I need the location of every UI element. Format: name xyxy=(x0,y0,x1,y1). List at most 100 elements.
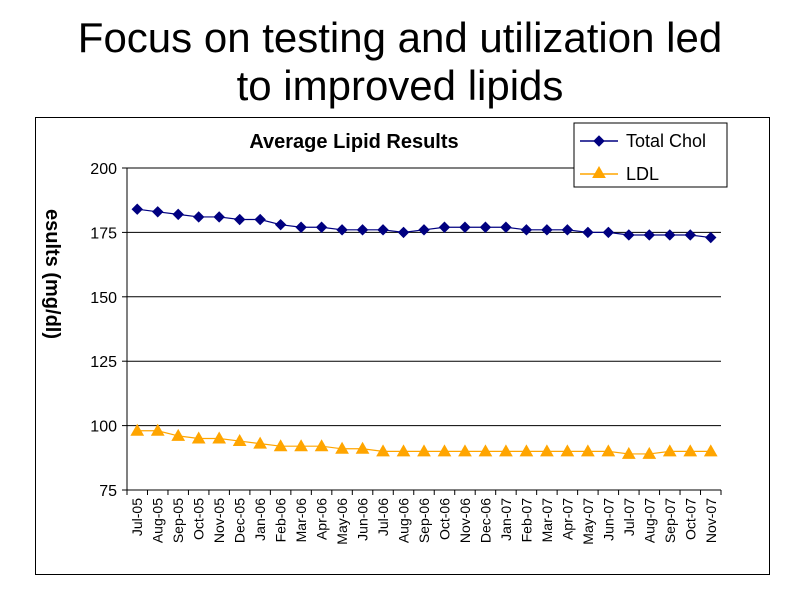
point-ldl xyxy=(703,444,718,457)
legend-label-total-chol: Total Chol xyxy=(626,131,706,151)
point-ldl xyxy=(273,439,288,452)
point-total-chol xyxy=(500,221,512,233)
point-total-chol xyxy=(233,213,246,226)
x-tick-label: Jun-06 xyxy=(355,498,371,541)
x-tick-label: Apr-07 xyxy=(559,498,575,540)
x-tick-label: Nov-07 xyxy=(703,498,719,543)
legend-marker-ldl xyxy=(592,165,606,178)
x-tick-label: Jul-06 xyxy=(375,498,391,536)
point-ldl xyxy=(499,444,513,457)
x-tick-label: Apr-06 xyxy=(314,498,330,540)
slide-title-line-2: to improved lipids xyxy=(236,62,564,109)
legend-marker-total-chol xyxy=(593,135,605,147)
point-total-chol xyxy=(602,226,615,239)
chart-frame: Average Lipid Results 75 100 125 150 175 200 Ju… xyxy=(35,117,770,575)
x-tick-label: Sep-07 xyxy=(662,498,678,543)
point-ldl xyxy=(458,444,472,457)
point-total-chol xyxy=(397,226,410,239)
x-tick-label: Mar-07 xyxy=(539,498,555,543)
point-total-chol xyxy=(561,224,574,236)
point-ldl xyxy=(376,444,390,457)
x-tick-label: Jan-07 xyxy=(498,498,514,541)
y-tick-label: 200 xyxy=(90,161,117,178)
slide-title: Focus on testing and utilization led to i… xyxy=(0,14,800,110)
point-total-chol xyxy=(705,231,717,244)
point-total-chol xyxy=(418,224,430,236)
point-ldl xyxy=(191,431,206,444)
point-ldl xyxy=(253,436,267,449)
x-tick-label: Oct-05 xyxy=(191,498,207,540)
x-tick-label: Nov-06 xyxy=(457,498,473,543)
point-total-chol xyxy=(623,229,635,241)
point-total-chol xyxy=(131,203,143,215)
point-total-chol xyxy=(172,208,184,221)
point-ldl xyxy=(171,428,186,441)
y-tick-label: 75 xyxy=(99,483,117,500)
x-tick-label: May-07 xyxy=(580,498,596,545)
x-tick-label: Dec-06 xyxy=(477,498,493,543)
x-tick-label: Sep-06 xyxy=(416,498,432,543)
point-total-chol xyxy=(336,224,348,236)
y-axis-label: esults (mg/dl) xyxy=(41,209,63,339)
point-total-chol xyxy=(192,211,205,223)
point-ldl xyxy=(417,444,431,457)
point-ldl xyxy=(150,423,165,436)
x-tick-label: Nov-05 xyxy=(211,498,227,543)
line-chart: Average Lipid Results 75 100 125 150 175 200 Ju… xyxy=(41,122,728,545)
point-ldl xyxy=(560,444,575,457)
x-tick-label: Aug-05 xyxy=(150,498,166,543)
point-total-chol xyxy=(684,229,696,241)
point-ldl xyxy=(621,446,636,459)
x-tick-label: Feb-07 xyxy=(518,498,534,543)
point-total-chol xyxy=(295,221,307,233)
point-total-chol xyxy=(541,224,553,236)
point-ldl xyxy=(294,439,308,452)
point-total-chol xyxy=(459,221,471,233)
point-ldl xyxy=(478,444,493,457)
point-total-chol xyxy=(356,224,369,236)
point-total-chol xyxy=(664,229,676,241)
point-ldl xyxy=(662,444,677,457)
point-total-chol xyxy=(315,221,328,233)
point-total-chol xyxy=(520,224,533,236)
chart-title: Average Lipid Results xyxy=(249,131,458,153)
point-ldl xyxy=(335,441,349,454)
point-ldl xyxy=(314,439,329,452)
point-ldl xyxy=(642,446,657,459)
point-ldl xyxy=(437,444,452,457)
x-tick-label: Mar-06 xyxy=(293,498,309,543)
legend-label-ldl: LDL xyxy=(626,164,659,184)
point-ldl xyxy=(130,423,145,436)
x-tick-label: Oct-07 xyxy=(682,498,698,540)
x-tick-label: Jan-06 xyxy=(252,498,268,541)
point-ldl xyxy=(212,431,227,444)
point-ldl xyxy=(396,444,411,457)
point-ldl xyxy=(519,444,534,457)
y-tick-label: 150 xyxy=(90,290,117,307)
x-tick-label: Feb-06 xyxy=(273,498,289,543)
point-ldl xyxy=(232,434,247,447)
point-total-chol xyxy=(643,229,656,241)
x-tick-label: Sep-05 xyxy=(170,498,186,543)
x-tick-label: Aug-06 xyxy=(396,498,412,543)
point-ldl xyxy=(581,444,595,457)
point-ldl xyxy=(601,444,616,457)
point-total-chol xyxy=(152,206,164,218)
point-total-chol xyxy=(377,224,389,236)
point-total-chol xyxy=(479,221,492,233)
x-tick-label: Jul-07 xyxy=(621,498,637,536)
point-ldl xyxy=(540,444,554,457)
point-ldl xyxy=(683,444,698,457)
y-tick-label: 100 xyxy=(90,419,117,436)
x-tick-label: Dec-05 xyxy=(232,498,248,543)
point-total-chol xyxy=(274,218,287,231)
point-total-chol xyxy=(438,221,451,233)
point-total-chol xyxy=(254,213,266,226)
x-tick-label: May-06 xyxy=(334,498,350,545)
point-total-chol xyxy=(582,226,594,239)
x-tick-label: Jul-05 xyxy=(129,498,145,536)
x-tick-label: Aug-07 xyxy=(641,498,657,543)
x-tick-label: Oct-06 xyxy=(436,498,452,540)
point-total-chol xyxy=(213,211,225,223)
slide-title-line-1: Focus on testing and utilization led xyxy=(77,14,723,61)
